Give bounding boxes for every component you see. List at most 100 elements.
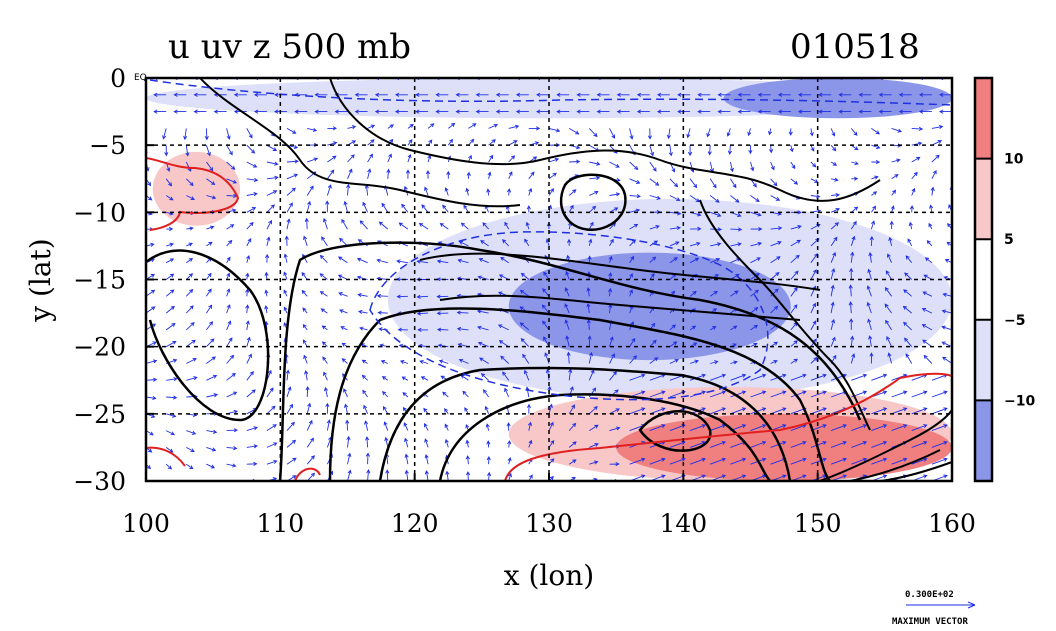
wind-vector	[850, 128, 858, 136]
wind-vector	[185, 178, 194, 187]
wind-vector	[729, 161, 734, 173]
coastline	[329, 78, 881, 202]
wind-vector	[770, 226, 783, 231]
wind-vector	[326, 184, 332, 196]
wind-vector	[851, 424, 868, 432]
wind-vector	[286, 457, 297, 465]
wind-vector	[186, 242, 193, 247]
wind-vector	[608, 272, 613, 280]
wind-vector	[750, 289, 759, 297]
wind-vector	[924, 257, 933, 264]
wind-vector	[407, 153, 412, 163]
wind-vector	[750, 424, 767, 432]
wind-vector	[750, 440, 767, 448]
wind-vector	[831, 192, 840, 198]
wind-vector	[286, 403, 293, 415]
wind-vector	[851, 407, 868, 415]
wind-vector	[608, 287, 613, 297]
wind-vector	[488, 123, 499, 129]
wind-vector	[347, 125, 357, 130]
x-tick-label-6: 160	[928, 509, 976, 538]
wind-vector	[710, 373, 727, 381]
wind-vector	[536, 92, 549, 97]
wind-vector	[871, 373, 888, 381]
wind-vector	[146, 377, 158, 382]
wind-vector	[477, 341, 489, 348]
wind-vector	[770, 195, 781, 201]
wind-vector	[246, 177, 259, 183]
wind-vector	[730, 407, 747, 415]
wind-vector	[524, 238, 530, 247]
wind-vector	[398, 222, 409, 230]
wind-vector	[327, 141, 338, 146]
wind-vector	[377, 310, 388, 315]
wind-vector	[810, 145, 815, 152]
wind-vector	[327, 155, 337, 163]
wind-vector	[487, 471, 492, 481]
wind-vector	[770, 390, 787, 398]
wind-vector	[609, 353, 615, 364]
wind-vector	[166, 377, 178, 382]
wind-vector	[866, 301, 872, 314]
wind-vector	[730, 457, 747, 465]
wind-vector	[931, 457, 948, 465]
wind-vector	[479, 357, 489, 364]
wind-vector	[564, 303, 570, 314]
wind-vector	[942, 292, 952, 297]
wind-vector	[750, 211, 762, 217]
wind-vector	[384, 436, 389, 448]
wind-vector	[649, 195, 661, 200]
wind-vector	[495, 92, 509, 97]
y-tick-label-1: −5	[89, 131, 126, 160]
wind-vector	[586, 318, 591, 330]
wind-vector	[689, 424, 706, 432]
wind-vector	[886, 335, 893, 347]
wind-vector	[697, 109, 711, 114]
wind-vector	[830, 318, 836, 331]
x-tick-label-3: 130	[525, 509, 573, 538]
wind-vector	[386, 168, 391, 179]
wind-vector	[326, 419, 331, 431]
wind-vector	[266, 219, 272, 230]
wind-vector	[396, 294, 408, 299]
wind-vector	[871, 191, 878, 196]
wind-vector	[446, 170, 451, 179]
wind-vector	[365, 452, 371, 465]
wind-vector	[480, 240, 489, 247]
wind-vector	[153, 109, 167, 114]
wind-vector	[709, 290, 718, 297]
wind-vector	[165, 289, 175, 297]
wind-vector	[903, 321, 913, 331]
wind-vector	[381, 376, 389, 381]
wind-vector	[226, 446, 238, 451]
wind-vector	[830, 457, 847, 465]
positive-contour	[504, 372, 952, 481]
wind-vector	[439, 222, 449, 230]
wind-vector	[346, 183, 351, 196]
wind-vector	[186, 257, 194, 264]
wind-vector	[183, 128, 188, 141]
shaded-region-4	[723, 78, 952, 119]
wind-vector	[689, 241, 701, 247]
wind-vector	[871, 407, 888, 415]
x-tick-label-5: 150	[794, 509, 842, 538]
wind-vector	[609, 192, 621, 197]
wind-vector	[457, 258, 469, 264]
wind-vector	[359, 220, 368, 230]
wind-vector	[246, 207, 257, 213]
wind-vector	[689, 325, 697, 331]
wind-vector	[226, 320, 232, 331]
wind-vector	[587, 255, 592, 263]
colorbar-bin-4	[975, 400, 992, 481]
wind-vector	[565, 335, 570, 347]
wind-vector	[444, 438, 449, 448]
wind-vector	[770, 256, 781, 264]
wind-vector	[818, 92, 832, 97]
wind-vector	[246, 161, 258, 168]
wind-vector	[567, 238, 572, 246]
wind-vector	[506, 188, 512, 196]
wind-vector	[417, 327, 429, 332]
wind-vector	[830, 336, 836, 347]
wind-vector	[456, 326, 469, 331]
